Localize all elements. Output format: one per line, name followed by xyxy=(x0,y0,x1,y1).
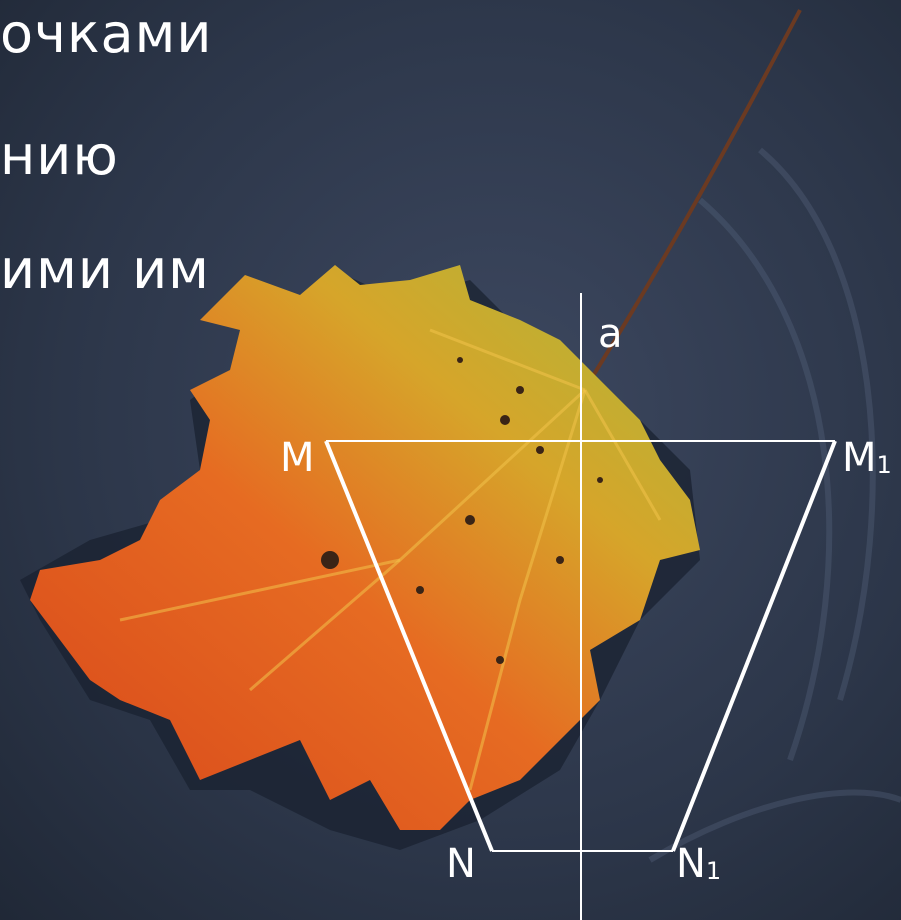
leaf-stem xyxy=(586,9,802,386)
maple-leaf xyxy=(30,265,700,830)
water-ripples xyxy=(648,147,901,863)
segment-M-N xyxy=(324,440,494,852)
leaf-veins xyxy=(119,328,662,791)
axis-label-a: a xyxy=(598,311,623,357)
segment-M1-N1 xyxy=(671,440,837,852)
point-label-M: M xyxy=(280,435,315,481)
point-label-N1: N1 xyxy=(676,841,722,887)
leaf-spots xyxy=(321,357,603,664)
point-label-M1: M1 xyxy=(842,435,892,481)
slide-text-line-3: ими им xyxy=(0,238,210,301)
point-label-N: N xyxy=(446,841,476,887)
slide-text-line-1: очками xyxy=(0,2,213,65)
slide-text-line-2: нию xyxy=(0,124,119,187)
